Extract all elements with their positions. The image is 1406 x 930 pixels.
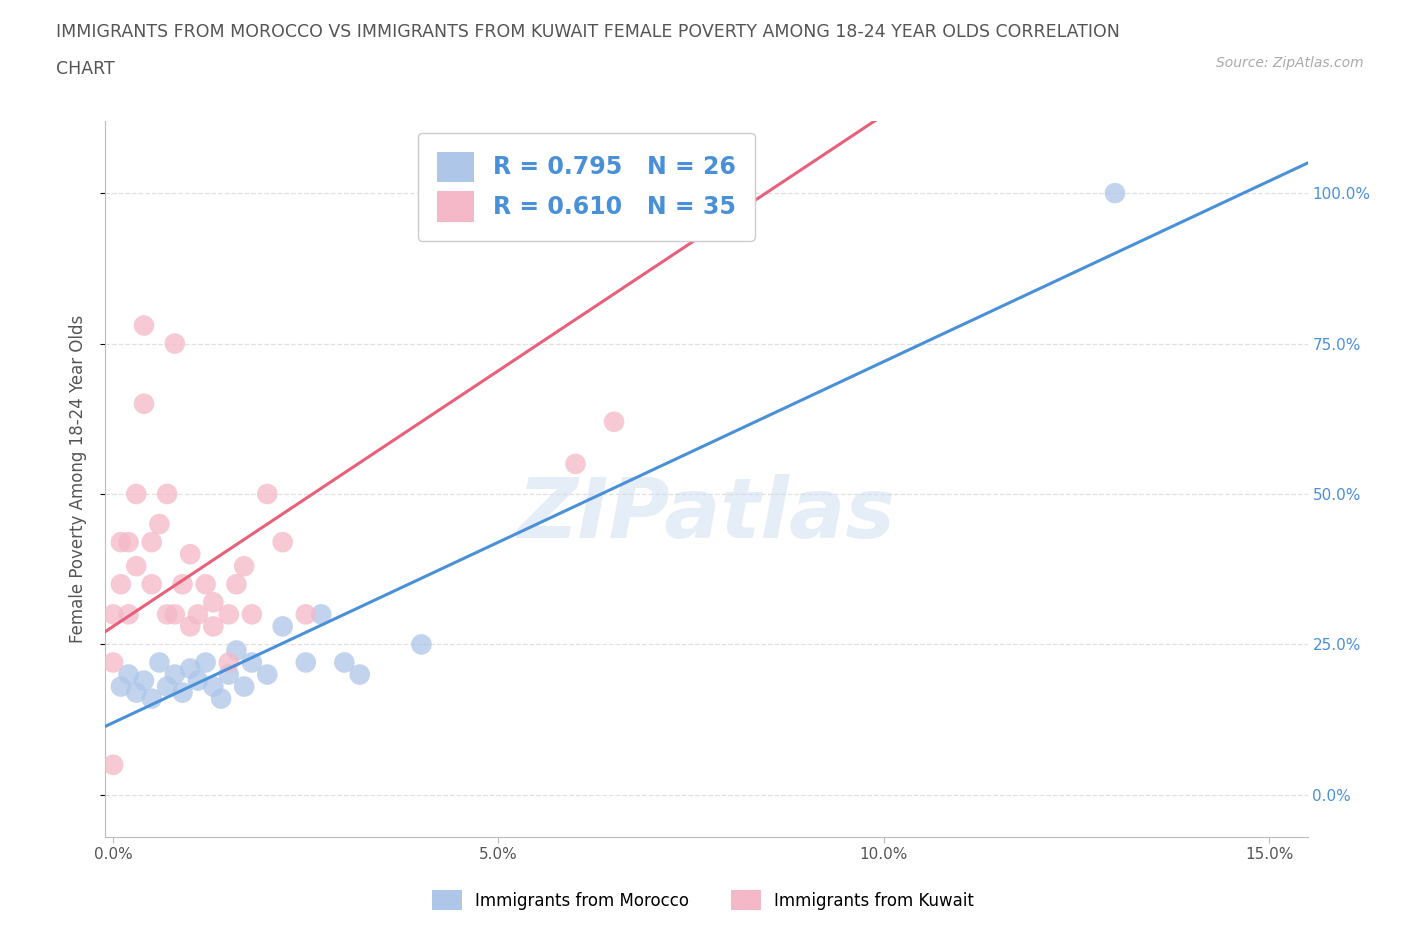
Point [110,535,132,550]
Point [125,559,148,574]
Point [564,457,586,472]
Point [309,607,332,622]
Point [110,679,132,694]
Point [256,486,278,501]
Point [187,673,209,688]
Point [233,679,256,694]
Point [117,667,139,682]
Point [1104,186,1126,201]
Point [101,607,124,622]
Legend: R = 0.795   N = 26, R = 0.610   N = 35: R = 0.795 N = 26, R = 0.610 N = 35 [418,133,755,241]
Point [163,667,186,682]
Point [110,577,132,591]
Point [125,685,148,700]
Point [202,595,225,610]
Text: ZIPatlas: ZIPatlas [517,474,896,555]
Point [271,535,294,550]
Point [179,619,201,634]
Point [132,318,155,333]
Point [194,577,217,591]
Point [179,661,201,676]
Point [295,607,318,622]
Point [125,486,148,501]
Point [271,619,294,634]
Point [179,547,201,562]
Point [156,607,179,622]
Point [225,643,247,658]
Point [163,607,186,622]
Y-axis label: Female Poverty Among 18-24 Year Olds: Female Poverty Among 18-24 Year Olds [69,315,87,643]
Point [156,679,179,694]
Text: IMMIGRANTS FROM MOROCCO VS IMMIGRANTS FROM KUWAIT FEMALE POVERTY AMONG 18-24 YEA: IMMIGRANTS FROM MOROCCO VS IMMIGRANTS FR… [56,23,1121,41]
Point [333,655,356,670]
Point [101,655,124,670]
Point [603,415,626,430]
Point [141,535,163,550]
Point [141,577,163,591]
Point [295,655,318,670]
Point [163,336,186,351]
Point [132,673,155,688]
Point [148,517,170,532]
Point [148,655,170,670]
Point [156,486,179,501]
Point [209,691,232,706]
Point [240,607,263,622]
Text: CHART: CHART [56,60,115,78]
Point [218,607,240,622]
Point [202,619,225,634]
Point [117,535,139,550]
Point [132,396,155,411]
Legend: Immigrants from Morocco, Immigrants from Kuwait: Immigrants from Morocco, Immigrants from… [425,884,981,917]
Point [194,655,217,670]
Point [172,577,194,591]
Point [172,685,194,700]
Point [101,757,124,772]
Point [117,607,139,622]
Point [411,637,433,652]
Text: Source: ZipAtlas.com: Source: ZipAtlas.com [1216,56,1364,70]
Point [141,691,163,706]
Point [233,559,256,574]
Point [187,607,209,622]
Point [202,679,225,694]
Point [225,577,247,591]
Point [256,667,278,682]
Point [218,667,240,682]
Point [240,655,263,670]
Point [218,655,240,670]
Point [349,667,371,682]
